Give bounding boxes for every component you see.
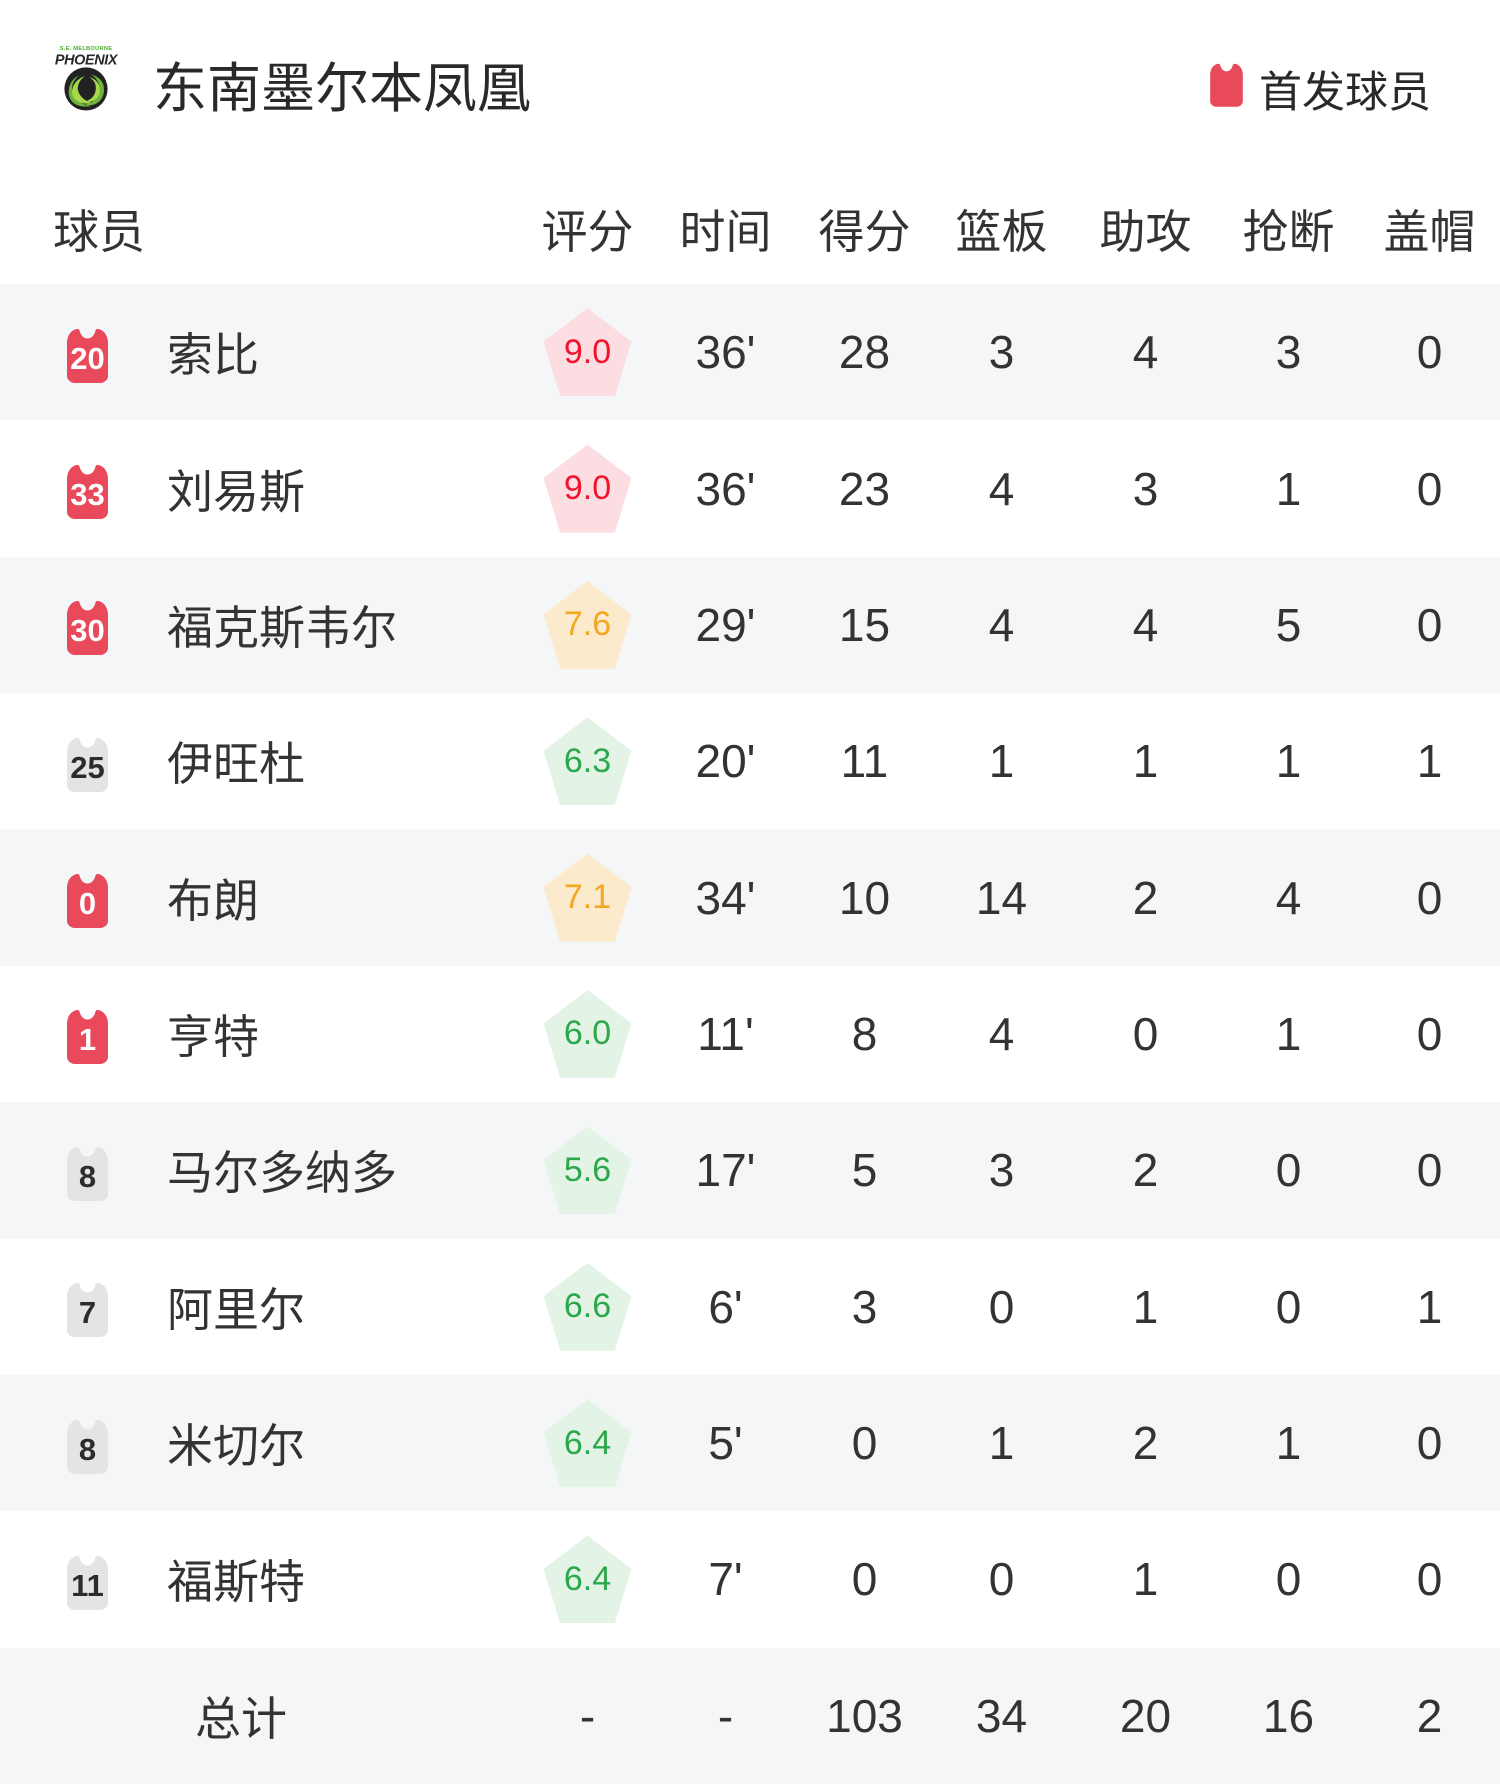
svg-text:PHOENIX: PHOENIX	[55, 52, 119, 68]
svg-text:S.E. MELBOURNE: S.E. MELBOURNE	[60, 46, 113, 52]
